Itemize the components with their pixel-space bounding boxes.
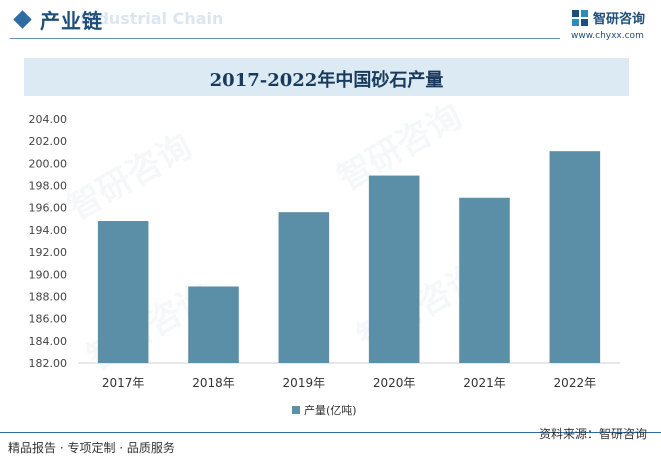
footer-source: 资料来源：智研咨询 bbox=[538, 427, 647, 441]
y-tick-label: 188.00 bbox=[29, 290, 68, 303]
x-category-label: 2018年 bbox=[192, 376, 235, 390]
chart-title: 2017-2022年中国砂石产量 bbox=[209, 70, 444, 91]
header-divider bbox=[10, 38, 560, 39]
y-tick-label: 194.00 bbox=[29, 224, 68, 237]
y-tick-label: 200.00 bbox=[29, 157, 68, 170]
bar bbox=[278, 212, 330, 363]
footer-tagline: 精品报告 · 专项定制 · 品质服务 bbox=[8, 441, 175, 455]
y-tick-label: 204.00 bbox=[29, 113, 68, 126]
footer-divider bbox=[0, 432, 661, 433]
bar bbox=[97, 221, 149, 363]
brand-name: 智研咨询 bbox=[593, 12, 646, 27]
x-category-label: 2022年 bbox=[554, 376, 597, 390]
x-category-label: 2017年 bbox=[102, 376, 145, 390]
y-tick-label: 184.00 bbox=[29, 335, 68, 348]
bar bbox=[188, 286, 239, 363]
y-tick-label: 198.00 bbox=[29, 180, 68, 193]
y-tick-label: 186.00 bbox=[29, 313, 68, 326]
brand-logo-icon bbox=[572, 10, 588, 26]
chart-title-band: 2017-2022年中国砂石产量 bbox=[24, 58, 629, 96]
bar-chart: 182.00 184.00 186.00 188.00 190.00 192.00 194.… bbox=[29, 113, 620, 417]
bar bbox=[368, 175, 420, 363]
legend-swatch bbox=[292, 406, 300, 414]
section-subtitle: Industrial Chain bbox=[80, 9, 224, 28]
legend-label: 产量(亿吨) bbox=[304, 403, 357, 417]
bar bbox=[549, 151, 601, 363]
y-tick-label: 196.00 bbox=[29, 202, 68, 215]
x-category-label: 2019年 bbox=[283, 376, 326, 390]
bar bbox=[459, 197, 510, 363]
header: Industrial Chain 产业链 智研咨询 www.chyxx.com bbox=[0, 0, 661, 42]
y-tick-label: 182.00 bbox=[29, 357, 68, 370]
x-category-label: 2020年 bbox=[373, 376, 416, 390]
y-tick-label: 192.00 bbox=[29, 246, 68, 259]
x-category-label: 2021年 bbox=[463, 376, 506, 390]
y-tick-label: 190.00 bbox=[29, 268, 68, 281]
section-title: 产业链 bbox=[40, 9, 103, 33]
y-tick-label: 202.00 bbox=[29, 135, 68, 148]
brand-url: www.chyxx.com bbox=[571, 31, 644, 41]
